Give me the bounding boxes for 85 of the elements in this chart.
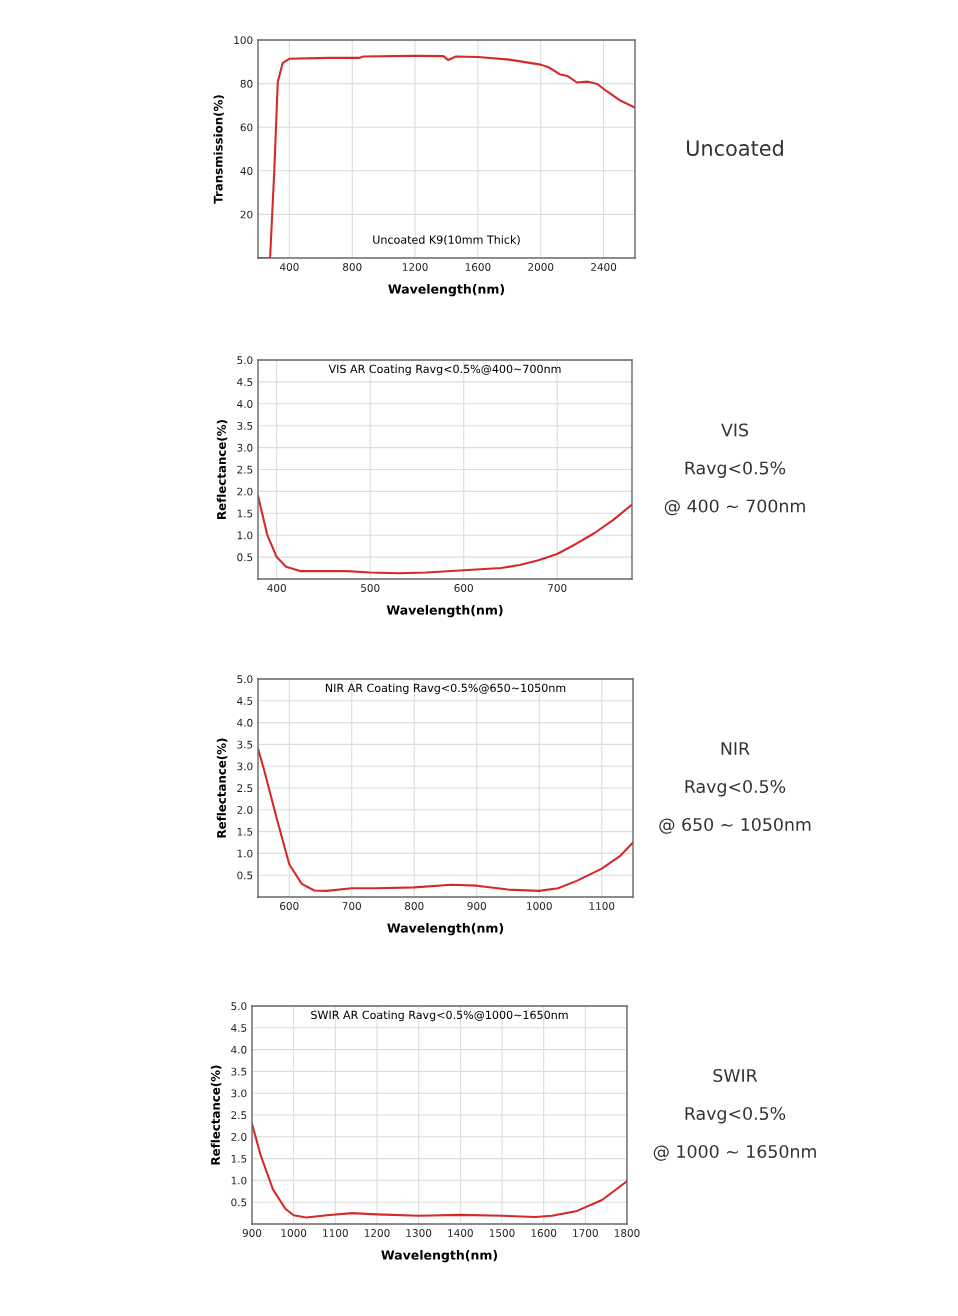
- y-tick-label: 60: [240, 123, 253, 132]
- y-tick-label: 1.0: [237, 531, 253, 540]
- y-tick-label: 4.5: [237, 378, 253, 387]
- text: NIR: [721, 742, 750, 755]
- x-tick-label: 600: [454, 584, 473, 592]
- text: SWIR: [713, 1068, 758, 1083]
- text: Ravg<0.5%: [685, 1106, 786, 1124]
- y-tick-label: 4.0: [237, 400, 253, 408]
- y-axis-title: Reflectance(%): [216, 738, 228, 838]
- x-tick-label: 1200: [364, 1229, 390, 1237]
- x-tick-label: 700: [548, 584, 567, 592]
- y-tick-label: 2.5: [231, 1111, 247, 1120]
- x-axis-title: Wavelength(nm): [386, 605, 503, 618]
- y-tick-label: 1.0: [231, 1176, 247, 1185]
- y-tick-label: 4.0: [231, 1045, 247, 1054]
- x-tick-label: 2000: [528, 263, 554, 271]
- line-series: [258, 747, 633, 892]
- chart-title: SWIR AR Coating Ravg<0.5%@1000~1650nm: [311, 1010, 568, 1022]
- x-tick-label: 1300: [406, 1229, 432, 1237]
- x-tick-label: 1100: [323, 1229, 348, 1237]
- y-tick-label: 40: [240, 167, 253, 175]
- y-tick-label: 3.0: [237, 762, 253, 771]
- y-axis-title: Reflectance(%): [210, 1065, 222, 1165]
- y-tick-label: 2.5: [237, 784, 253, 793]
- x-tick-label: 1100: [589, 902, 615, 910]
- x-tick-label: 700: [342, 902, 361, 910]
- x-tick-label: 1500: [489, 1229, 515, 1237]
- text: @ 1000 ~ 1650nm: [653, 1144, 816, 1161]
- y-axis-title: Reflectance(%): [216, 420, 228, 519]
- y-tick-label: 3.0: [237, 443, 253, 452]
- y-tick-label: 2.0: [237, 487, 253, 496]
- y-tick-label: 20: [240, 210, 253, 219]
- y-tick-label: 1.5: [237, 827, 253, 836]
- text: Ravg<0.5%: [685, 461, 786, 478]
- text: Uncoated: [686, 139, 783, 157]
- x-tick-label: 1600: [465, 263, 491, 271]
- text: Ravg<0.5%: [685, 779, 786, 797]
- y-axis-title: Transmission(%): [213, 95, 225, 204]
- x-tick-label: 400: [279, 263, 299, 271]
- y-tick-label: 2.5: [237, 465, 253, 474]
- y-tick-label: 3.5: [231, 1067, 247, 1076]
- line-series: [252, 1122, 627, 1219]
- chart-title: NIR AR Coating Ravg<0.5%@650~1050nm: [325, 683, 566, 695]
- y-tick-label: 100: [234, 36, 253, 45]
- y-tick-label: 1.0: [237, 849, 253, 858]
- x-tick-label: 1000: [281, 1229, 307, 1237]
- y-tick-label: 3.0: [231, 1089, 247, 1098]
- x-tick-label: 600: [280, 902, 299, 910]
- y-tick-label: 2.0: [231, 1133, 247, 1141]
- y-tick-label: 5.0: [237, 356, 253, 365]
- text: Uncoated K9(10mm Thick): [373, 235, 520, 246]
- x-tick-label: 900: [467, 902, 486, 910]
- y-tick-label: 1.5: [237, 509, 253, 518]
- x-tick-label: 800: [405, 902, 424, 910]
- x-tick-label: 500: [361, 584, 380, 592]
- x-tick-label: 400: [267, 584, 286, 592]
- x-axis-title: Wavelength(nm): [388, 284, 505, 297]
- y-tick-label: 1.5: [231, 1154, 247, 1163]
- y-tick-label: 4.5: [237, 697, 253, 705]
- x-tick-label: 1600: [531, 1229, 557, 1237]
- y-tick-label: 3.5: [237, 740, 253, 749]
- x-tick-label: 1200: [402, 263, 428, 271]
- y-tick-label: 5.0: [231, 1002, 247, 1011]
- y-tick-label: 4.5: [231, 1024, 247, 1032]
- x-axis-title: Wavelength(nm): [387, 923, 504, 936]
- text: @ 650 ~ 1050nm: [659, 817, 811, 834]
- x-tick-label: 1700: [573, 1229, 598, 1237]
- text: @ 400 ~ 700nm: [664, 499, 805, 516]
- y-tick-label: 80: [240, 79, 253, 88]
- x-tick-label: 1000: [527, 902, 552, 910]
- y-tick-label: 4.0: [237, 718, 253, 727]
- y-tick-label: 0.5: [237, 553, 253, 562]
- x-tick-label: 800: [343, 263, 362, 271]
- chart-title: VIS AR Coating Ravg<0.5%@400~700nm: [328, 364, 561, 376]
- x-tick-label: 1400: [448, 1229, 473, 1237]
- y-tick-label: 2.0: [237, 806, 253, 814]
- x-tick-label: 2400: [591, 263, 617, 271]
- text: VIS: [721, 423, 749, 437]
- x-tick-label: 1800: [614, 1229, 640, 1237]
- y-tick-label: 5.0: [237, 675, 253, 684]
- y-tick-label: 0.5: [237, 871, 253, 880]
- x-axis-title: Wavelength(nm): [381, 1250, 498, 1263]
- y-tick-label: 0.5: [231, 1198, 247, 1207]
- y-tick-label: 3.5: [237, 421, 253, 430]
- x-tick-label: 900: [242, 1229, 262, 1237]
